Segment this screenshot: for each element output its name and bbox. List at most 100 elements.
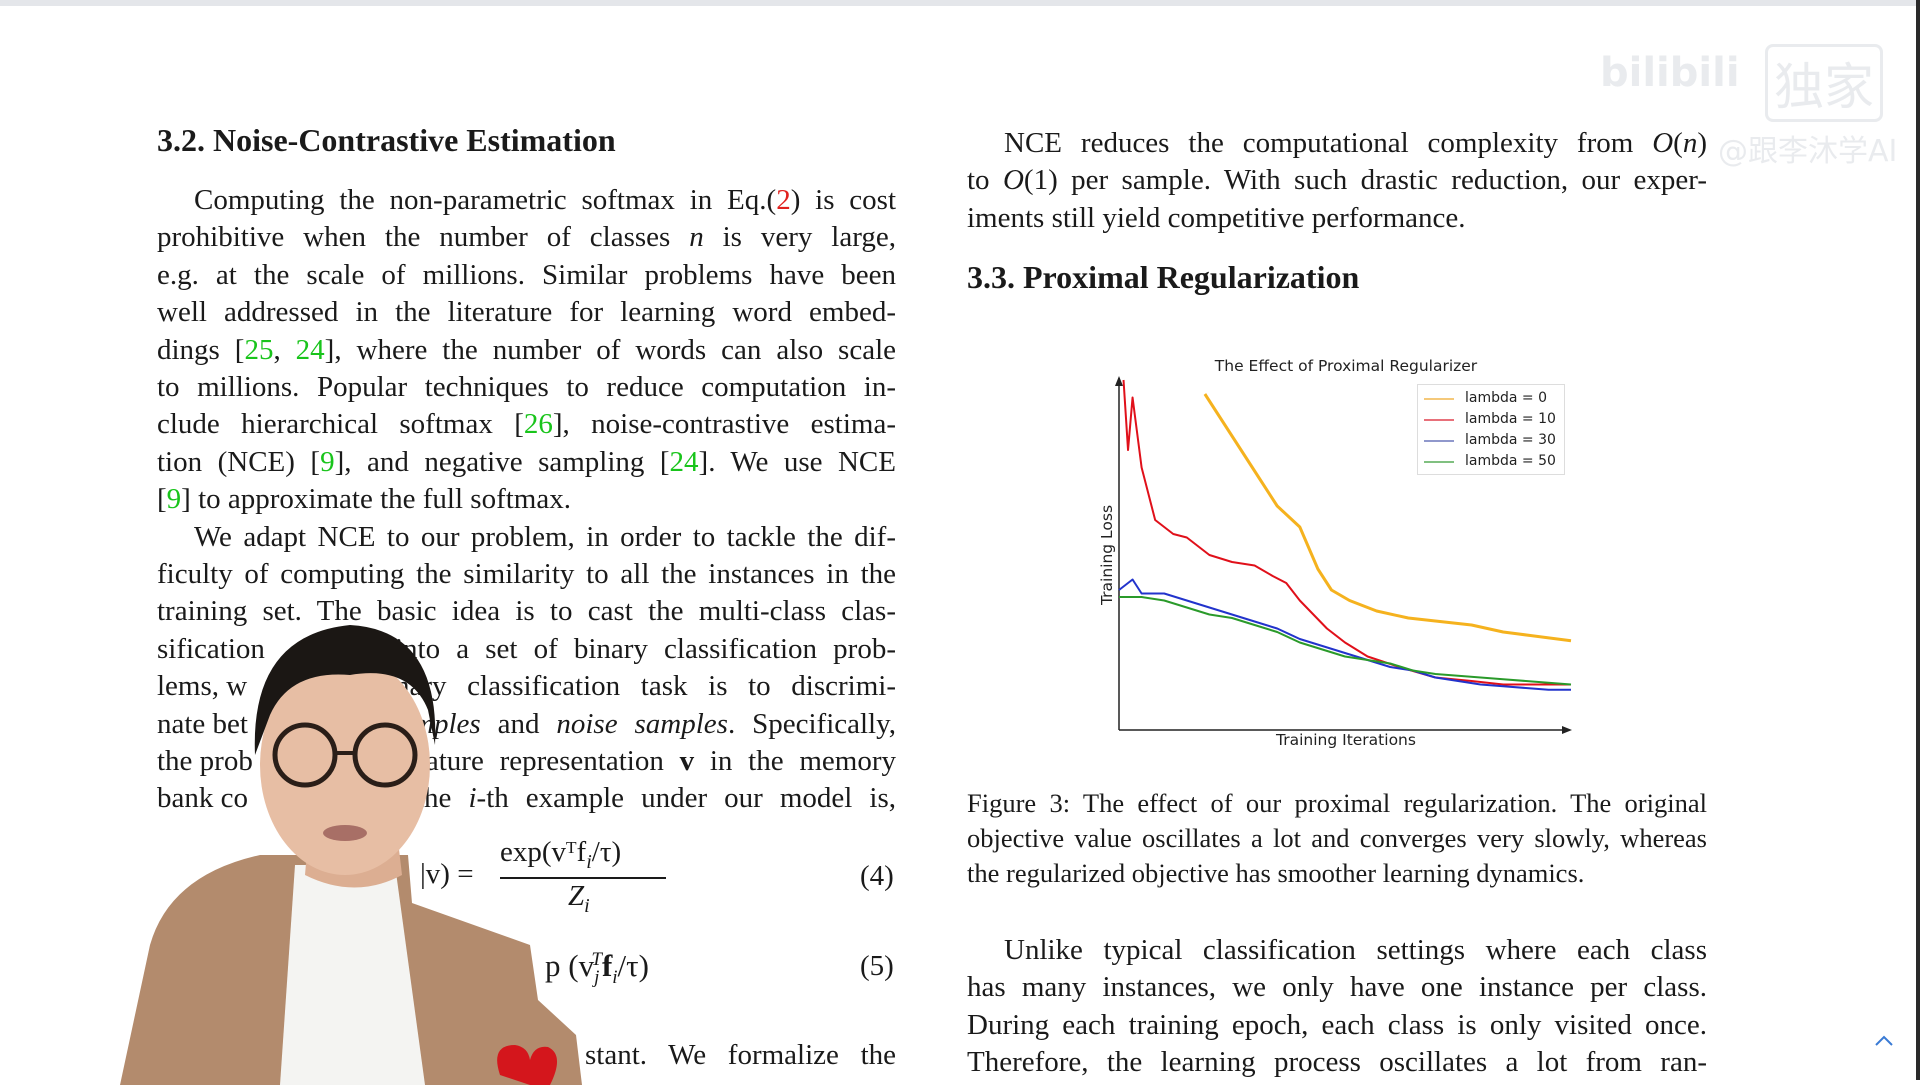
text-segment: ], and negative sampling [ [334,445,670,478]
legend-item: lambda = 10 [1418,410,1564,428]
text-line: e.g. at the scale of millions. Similar p… [157,257,896,293]
window-top-border [0,0,1920,6]
text-segment: . Specifically, [727,707,896,740]
text-line: nary classification task is to discrimi- [395,668,896,704]
section-heading-nce: 3.2. Noise-Contrastive Estimation [157,122,616,158]
fraction-bar [500,877,666,879]
presenter-cardigan [120,855,582,1085]
citation-link[interactable]: 9 [320,445,335,478]
text-segment: the [416,782,469,815]
legend-item: lambda = 50 [1418,452,1564,470]
eq5-sub: j [594,967,600,989]
text-line: the prob [157,743,387,779]
text-line: Unlike typical classification settings w… [1004,934,1707,966]
text-line: training set. The basic idea is to cast … [157,593,896,629]
text-segment: ]. We use NCE [698,445,896,478]
text-line: nate bet [157,706,387,742]
text-segment: NCE reduces the computational complexity… [1004,127,1653,159]
citation-link[interactable]: 24 [669,445,699,478]
eq5-text: p (v [545,948,595,983]
equation-4-lhs: |v) = [420,858,474,890]
text-segment: O [1002,164,1024,197]
presenter-heart-logo [497,1045,558,1085]
text-segment: ], where the number of words can also sc… [324,333,896,366]
eq5-sup: T [591,948,602,970]
text-segment: ) [1697,127,1707,159]
exclusive-badge-watermark: 独家 [1765,44,1883,122]
legend-swatch [1424,440,1454,442]
text-segment: n [1682,127,1698,159]
legend-label: lambda = 0 [1465,390,1547,406]
section-heading-proximal: 3.3. Proximal Regularization [967,259,1360,295]
text-segment: lems, w [157,670,248,703]
text-segment: ) is cost [790,184,897,216]
equation-5-number: (5) [860,950,894,982]
text-line: iments still yield competitive performan… [967,200,1707,236]
text-segment: ], noise-contrastive estima- [552,408,896,441]
text-line: the regularized objective has smoother l… [967,858,1585,888]
text-line: the i-th example under our model is, [416,780,896,816]
x-axis-arrow [1562,726,1572,734]
legend-label: lambda = 30 [1465,432,1556,448]
text-segment: and [480,707,557,740]
text-segment: (1) per sample. With such drastic reduct… [1023,164,1707,197]
eq5-f: f [601,948,613,983]
text-line: sification [157,631,387,667]
equation-4-numerator: exp(vᵀfi/τ) [500,836,621,874]
legend-label: lambda = 50 [1465,453,1556,469]
citation-link[interactable]: 24 [295,333,325,366]
left-last-line: stant. We formalize the [585,1039,896,1071]
presenter-shirt [280,865,425,1085]
scroll-to-top-button[interactable] [1872,1030,1896,1050]
text-line: clude hierarchical softmax [26], noise-c… [157,406,896,442]
equation-4-denominator: Zi [568,880,590,918]
text-segment: mples [413,707,481,740]
presenter-neck [305,815,402,888]
eq4-den: Z [568,880,585,912]
y-axis-arrow [1115,376,1123,386]
text-line: into a set of binary classification prob… [395,631,896,667]
text-segment: to [967,164,1003,197]
equation-5: p (vjTfi/τ) [545,948,649,989]
text-segment: the prob [157,745,253,777]
text-segment: in the memory [694,745,896,777]
text-segment: bank co [157,782,248,815]
text-line: well addressed in the literature for lea… [157,294,896,330]
scrollbar-track[interactable] [1916,0,1920,1080]
text-segment: prohibitive when the number of classes [157,221,690,254]
text-line: lems, w [157,668,387,704]
text-segment: [ [157,483,167,516]
text-segment: well addressed in the literature for lea… [157,296,896,329]
text-line: bank co [157,780,387,816]
chevron-up-icon [1875,1035,1893,1046]
citation-link[interactable]: 9 [166,483,182,516]
legend-item: lambda = 30 [1418,431,1564,449]
text-segment: We adapt NCE to our problem, in order to… [194,520,896,553]
author-watermark: @跟李沐学AI [1718,134,1898,169]
citation-link[interactable]: 25 [244,333,274,366]
text-segment: to millions. Popular techniques to reduc… [157,371,896,403]
text-segment: training set. The basic idea is to cast … [157,595,896,628]
text-segment: noise samples [556,707,728,740]
eq5-f-sub: i [612,967,618,989]
citation-link[interactable]: 26 [523,408,553,441]
legend-swatch [1424,398,1454,400]
text-segment: ( [1673,127,1683,159]
legend-label: lambda = 10 [1465,411,1556,427]
text-line: objective value oscillates a lot and con… [967,823,1707,853]
text-segment: tion (NCE) [ [157,445,321,478]
text-line: Figure 3: The effect of our proximal reg… [967,788,1707,818]
eq5-end: /τ) [617,948,649,983]
text-line: to millions. Popular techniques to reduc… [157,369,896,405]
text-segment: ] to approximate the full softmax. [181,483,571,516]
legend-swatch [1424,419,1454,421]
x-axis-label: Training Iterations [1276,731,1416,749]
legend-swatch [1424,461,1454,463]
series-line-lambda-50 [1119,596,1572,686]
text-line: ficulty of computing the similarity to a… [157,556,896,592]
text-line: [9] to approximate the full softmax. [157,481,896,517]
equation-link[interactable]: 2 [776,184,791,216]
text-segment: dings [ [157,333,245,366]
equation-4-number: (4) [860,860,894,892]
text-segment: iments still yield competitive performan… [967,201,1466,234]
